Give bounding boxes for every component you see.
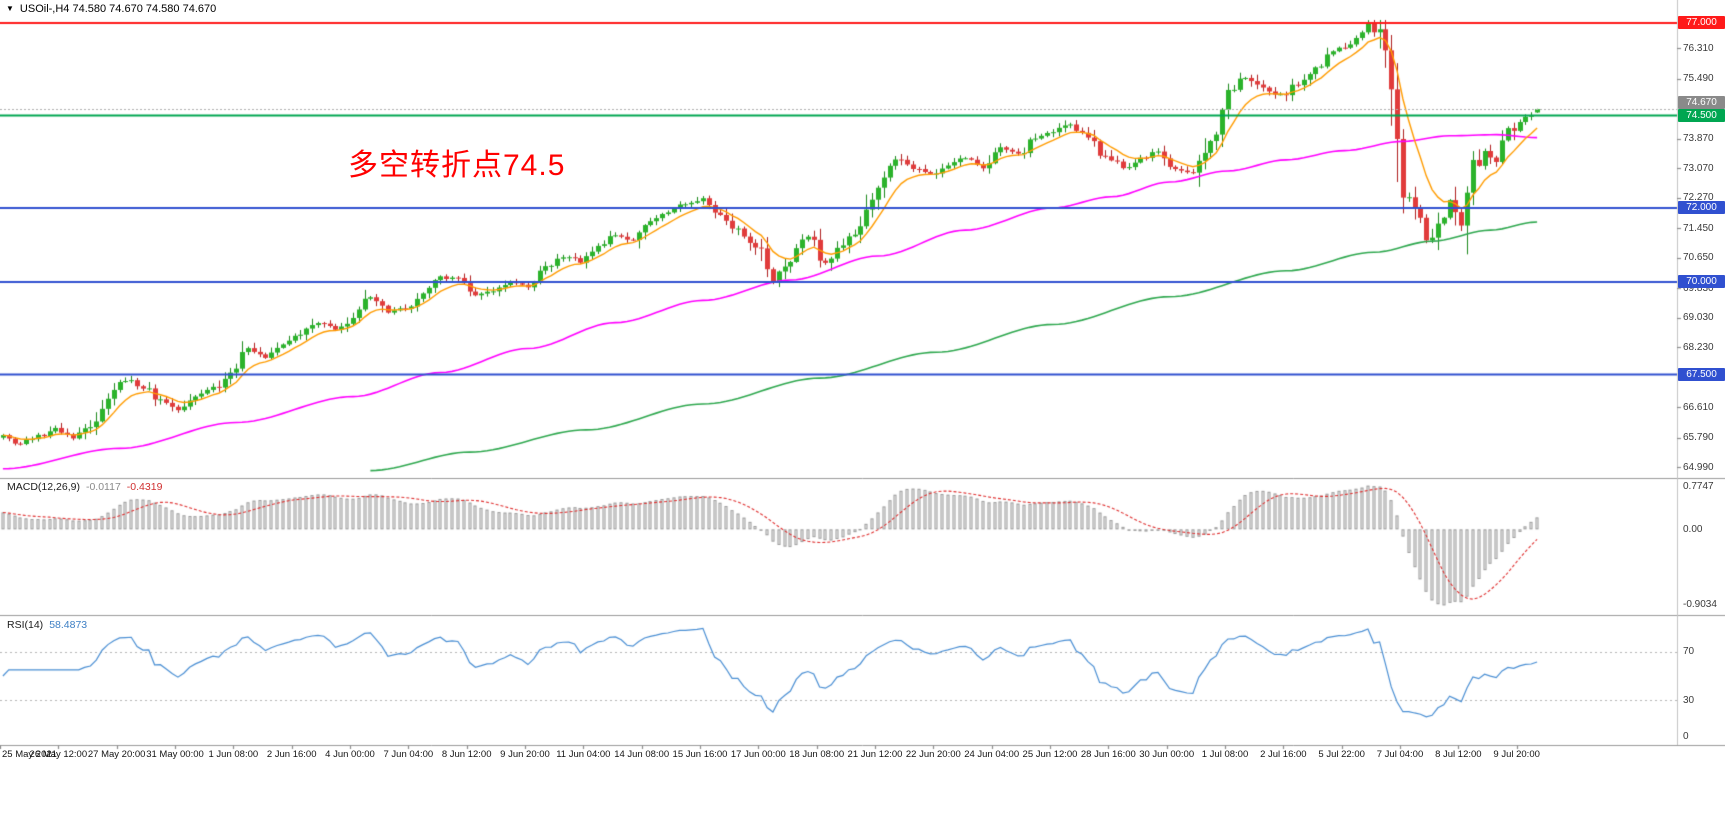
time-axis-label: 18 Jun 08:00 bbox=[789, 749, 845, 760]
time-axis-label: 31 May 00:00 bbox=[146, 749, 204, 760]
rsi-scale-label: 70 bbox=[1683, 646, 1695, 658]
time-axis-label: 5 Jul 22:00 bbox=[1318, 749, 1365, 760]
hline-price-label: 74.500 bbox=[1678, 108, 1725, 122]
time-axis-label: 2 Jun 16:00 bbox=[266, 749, 317, 760]
collapse-chart-icon[interactable]: ▼ bbox=[6, 4, 14, 13]
price-tick-label: 65.790 bbox=[1683, 432, 1714, 444]
rsi-scale-label: 30 bbox=[1683, 694, 1695, 706]
time-axis-label: 25 Jun 12:00 bbox=[1022, 749, 1078, 760]
time-axis-label: 8 Jun 12:00 bbox=[441, 749, 492, 760]
price-tick-label: 70.650 bbox=[1683, 252, 1714, 264]
time-axis-label: 15 Jun 16:00 bbox=[672, 749, 728, 760]
rsi-value: 58.4873 bbox=[49, 619, 88, 631]
time-axis-label: 11 Jun 04:00 bbox=[556, 749, 611, 760]
price-tick-label: 69.830 bbox=[1683, 282, 1714, 294]
price-tick-label: 69.030 bbox=[1683, 312, 1714, 324]
hline-price-label: 70.000 bbox=[1678, 275, 1725, 289]
price-tick-label: 64.990 bbox=[1683, 461, 1714, 473]
price-tick-label: 75.490 bbox=[1683, 73, 1714, 85]
pivot-point-annotation: 多空转折点74.5 bbox=[348, 149, 566, 182]
current-price-label: 74.670 bbox=[1678, 96, 1725, 110]
macd-scale-label: -0.9034 bbox=[1683, 599, 1717, 611]
price-tick-label: 73.870 bbox=[1683, 133, 1714, 145]
hline-price-label: 77.000 bbox=[1678, 16, 1725, 30]
price-tick-label: 66.610 bbox=[1683, 401, 1714, 413]
macd-value: -0.0117 bbox=[85, 481, 121, 493]
time-axis-label: 1 Jul 08:00 bbox=[1201, 749, 1249, 760]
hline-price-label: 72.000 bbox=[1678, 201, 1725, 215]
time-axis-label: 28 Jun 16:00 bbox=[1080, 749, 1136, 760]
time-axis-label: 30 Jun 00:00 bbox=[1139, 749, 1195, 760]
macd-scale-label: 0.7747 bbox=[1683, 480, 1714, 492]
time-axis-label: 14 Jun 08:00 bbox=[614, 749, 670, 760]
price-tick-label: 72.270 bbox=[1683, 192, 1714, 204]
macd-name: MACD(12,26,9) bbox=[7, 481, 80, 493]
price-tick-label: 71.450 bbox=[1683, 222, 1714, 234]
time-axis-label: 22 Jun 20:00 bbox=[905, 749, 961, 760]
time-axis-label: 2 Jul 16:00 bbox=[1260, 749, 1307, 760]
rsi-indicator-label: RSI(14) 58.4873 bbox=[7, 619, 87, 631]
chart-header: ▼ USOil-,H4 74.580 74.670 74.580 74.670 bbox=[6, 3, 216, 15]
price-tick-label: 76.310 bbox=[1683, 42, 1714, 54]
rsi-scale-label: 0 bbox=[1683, 731, 1689, 742]
price-tick-label: 73.070 bbox=[1683, 162, 1714, 174]
time-axis-label: 21 Jun 12:00 bbox=[847, 749, 903, 760]
time-axis-label: 4 Jun 00:00 bbox=[325, 749, 375, 760]
time-axis-label: 26 May 12:00 bbox=[29, 749, 88, 760]
price-tick-label: 68.230 bbox=[1683, 341, 1714, 353]
symbol-period-ohlc-label: USOil-,H4 74.580 74.670 74.580 74.670 bbox=[19, 3, 217, 15]
macd-indicator-label: MACD(12,26,9) -0.0117 -0.4319 bbox=[7, 481, 162, 493]
time-axis-label: 1 Jun 08:00 bbox=[208, 749, 259, 760]
time-axis-label: 27 May 20:00 bbox=[87, 749, 146, 760]
hline-price-label: 67.500 bbox=[1678, 367, 1725, 381]
time-axis-label: 9 Jul 20:00 bbox=[1493, 749, 1540, 760]
time-axis-label: 8 Jul 12:00 bbox=[1435, 749, 1482, 760]
time-axis-label: 17 Jun 00:00 bbox=[730, 749, 786, 760]
time-axis-label: 24 Jun 04:00 bbox=[964, 749, 1020, 760]
macd-signal-value: -0.4319 bbox=[126, 481, 163, 493]
rsi-name: RSI(14) bbox=[7, 619, 44, 631]
macd-scale-label: 0.00 bbox=[1683, 524, 1703, 536]
time-axis-label: 9 Jun 20:00 bbox=[500, 749, 550, 760]
time-axis-label: 7 Jun 04:00 bbox=[383, 749, 434, 760]
time-axis-label: 7 Jul 04:00 bbox=[1376, 749, 1424, 760]
time-axis-label: 25 May 2021 bbox=[2, 749, 57, 760]
